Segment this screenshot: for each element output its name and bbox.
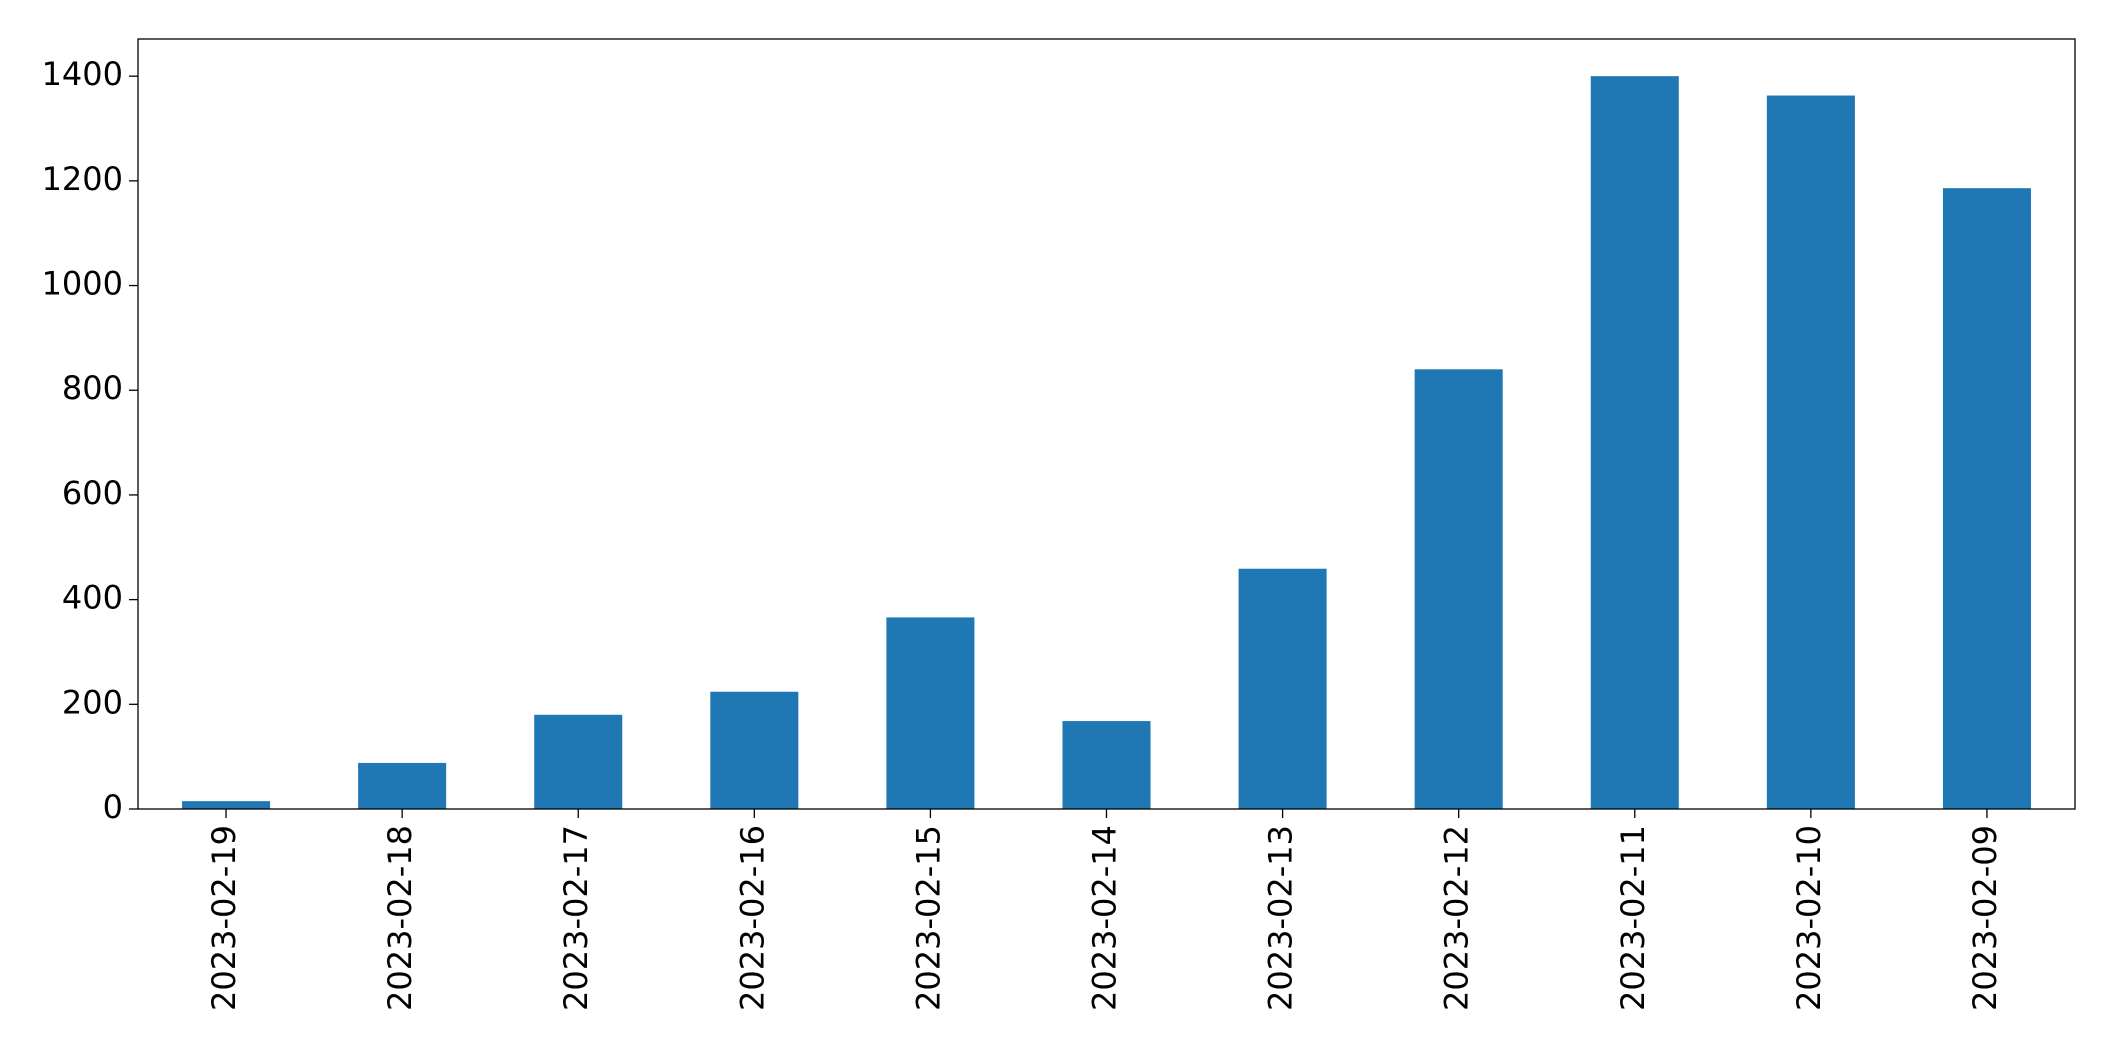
y-tick-label: 400 [62,579,123,617]
x-tick-label: 2023-02-10 [1790,825,1828,1011]
y-tick-label: 600 [62,474,123,512]
y-tick-label: 1400 [42,55,123,93]
y-tick-label: 0 [103,788,123,826]
x-tick-label: 2023-02-11 [1614,825,1652,1011]
bar [1590,76,1679,810]
bar [358,762,447,809]
bar [1766,95,1855,810]
x-tick-label: 2023-02-17 [557,825,595,1011]
plot-frame [137,38,2076,810]
bar [710,691,799,809]
bar [1414,369,1503,809]
bar [886,617,975,809]
x-tick-label: 2023-02-09 [1966,825,2004,1011]
y-tick-label: 1200 [42,160,123,198]
y-tick-label: 800 [62,369,123,407]
x-tick-label: 2023-02-12 [1438,825,1476,1011]
bar [1942,188,2031,810]
y-tick-label: 200 [62,683,123,721]
x-tick-label: 2023-02-18 [381,825,419,1011]
bar [182,801,271,809]
bar [534,714,623,809]
x-tick-label: 2023-02-19 [205,825,243,1011]
bar [1238,568,1327,809]
x-tick-label: 2023-02-13 [1262,825,1300,1011]
x-tick-label: 2023-02-15 [909,825,947,1011]
y-tick-label: 1000 [42,265,123,303]
x-tick-label: 2023-02-14 [1086,825,1124,1011]
x-tick-label: 2023-02-16 [733,825,771,1011]
bar [1062,721,1151,809]
